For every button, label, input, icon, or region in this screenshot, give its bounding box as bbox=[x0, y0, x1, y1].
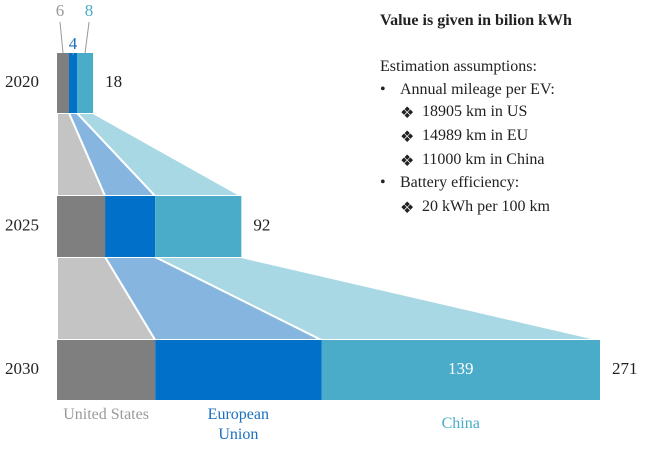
legend-label: United States bbox=[63, 406, 149, 423]
total-label: 271 bbox=[612, 359, 638, 378]
assumption: Annual mileage per EV: bbox=[400, 81, 555, 98]
value-label: 8 bbox=[85, 1, 94, 20]
bar-segment bbox=[57, 53, 70, 113]
sub-marker: ❖ bbox=[400, 105, 415, 122]
bar-segment bbox=[77, 53, 94, 113]
bar-segment bbox=[69, 53, 78, 113]
notes-heading: Value is given in bilion kWh bbox=[380, 12, 572, 29]
bar-segment bbox=[155, 196, 242, 257]
total-label: 92 bbox=[253, 215, 270, 234]
bullet: • bbox=[380, 81, 386, 98]
leader-line bbox=[84, 21, 90, 54]
sub-assumption: 14989 km in EU bbox=[422, 127, 529, 144]
sub-assumption: 11000 km in China bbox=[422, 151, 545, 168]
bar-segment bbox=[57, 340, 156, 400]
sub-marker: ❖ bbox=[400, 129, 415, 146]
value-label: 139 bbox=[448, 359, 474, 378]
legend-label: European Union bbox=[207, 406, 269, 443]
sub-marker: ❖ bbox=[400, 153, 415, 170]
assumptions-title: Estimation assumptions: bbox=[380, 58, 537, 75]
sub-marker: ❖ bbox=[400, 200, 415, 217]
value-label: 4 bbox=[69, 34, 78, 53]
bar-segment bbox=[105, 196, 156, 257]
year-label: 2020 bbox=[5, 72, 39, 91]
legend-label: China bbox=[441, 415, 480, 432]
year-label: 2025 bbox=[5, 215, 39, 234]
sub-assumption: 18905 km in US bbox=[422, 103, 528, 120]
assumption: Battery efficiency: bbox=[400, 174, 520, 191]
total-label: 18 bbox=[105, 72, 122, 91]
bar-segment bbox=[155, 340, 322, 400]
value-label: 6 bbox=[56, 1, 65, 20]
year-label: 2030 bbox=[5, 359, 39, 378]
bar-segment bbox=[57, 196, 106, 257]
leader-line bbox=[59, 21, 64, 54]
sub-assumption: 20 kWh per 100 km bbox=[422, 198, 550, 215]
bar-segment bbox=[321, 340, 600, 400]
bullet: • bbox=[380, 174, 386, 191]
